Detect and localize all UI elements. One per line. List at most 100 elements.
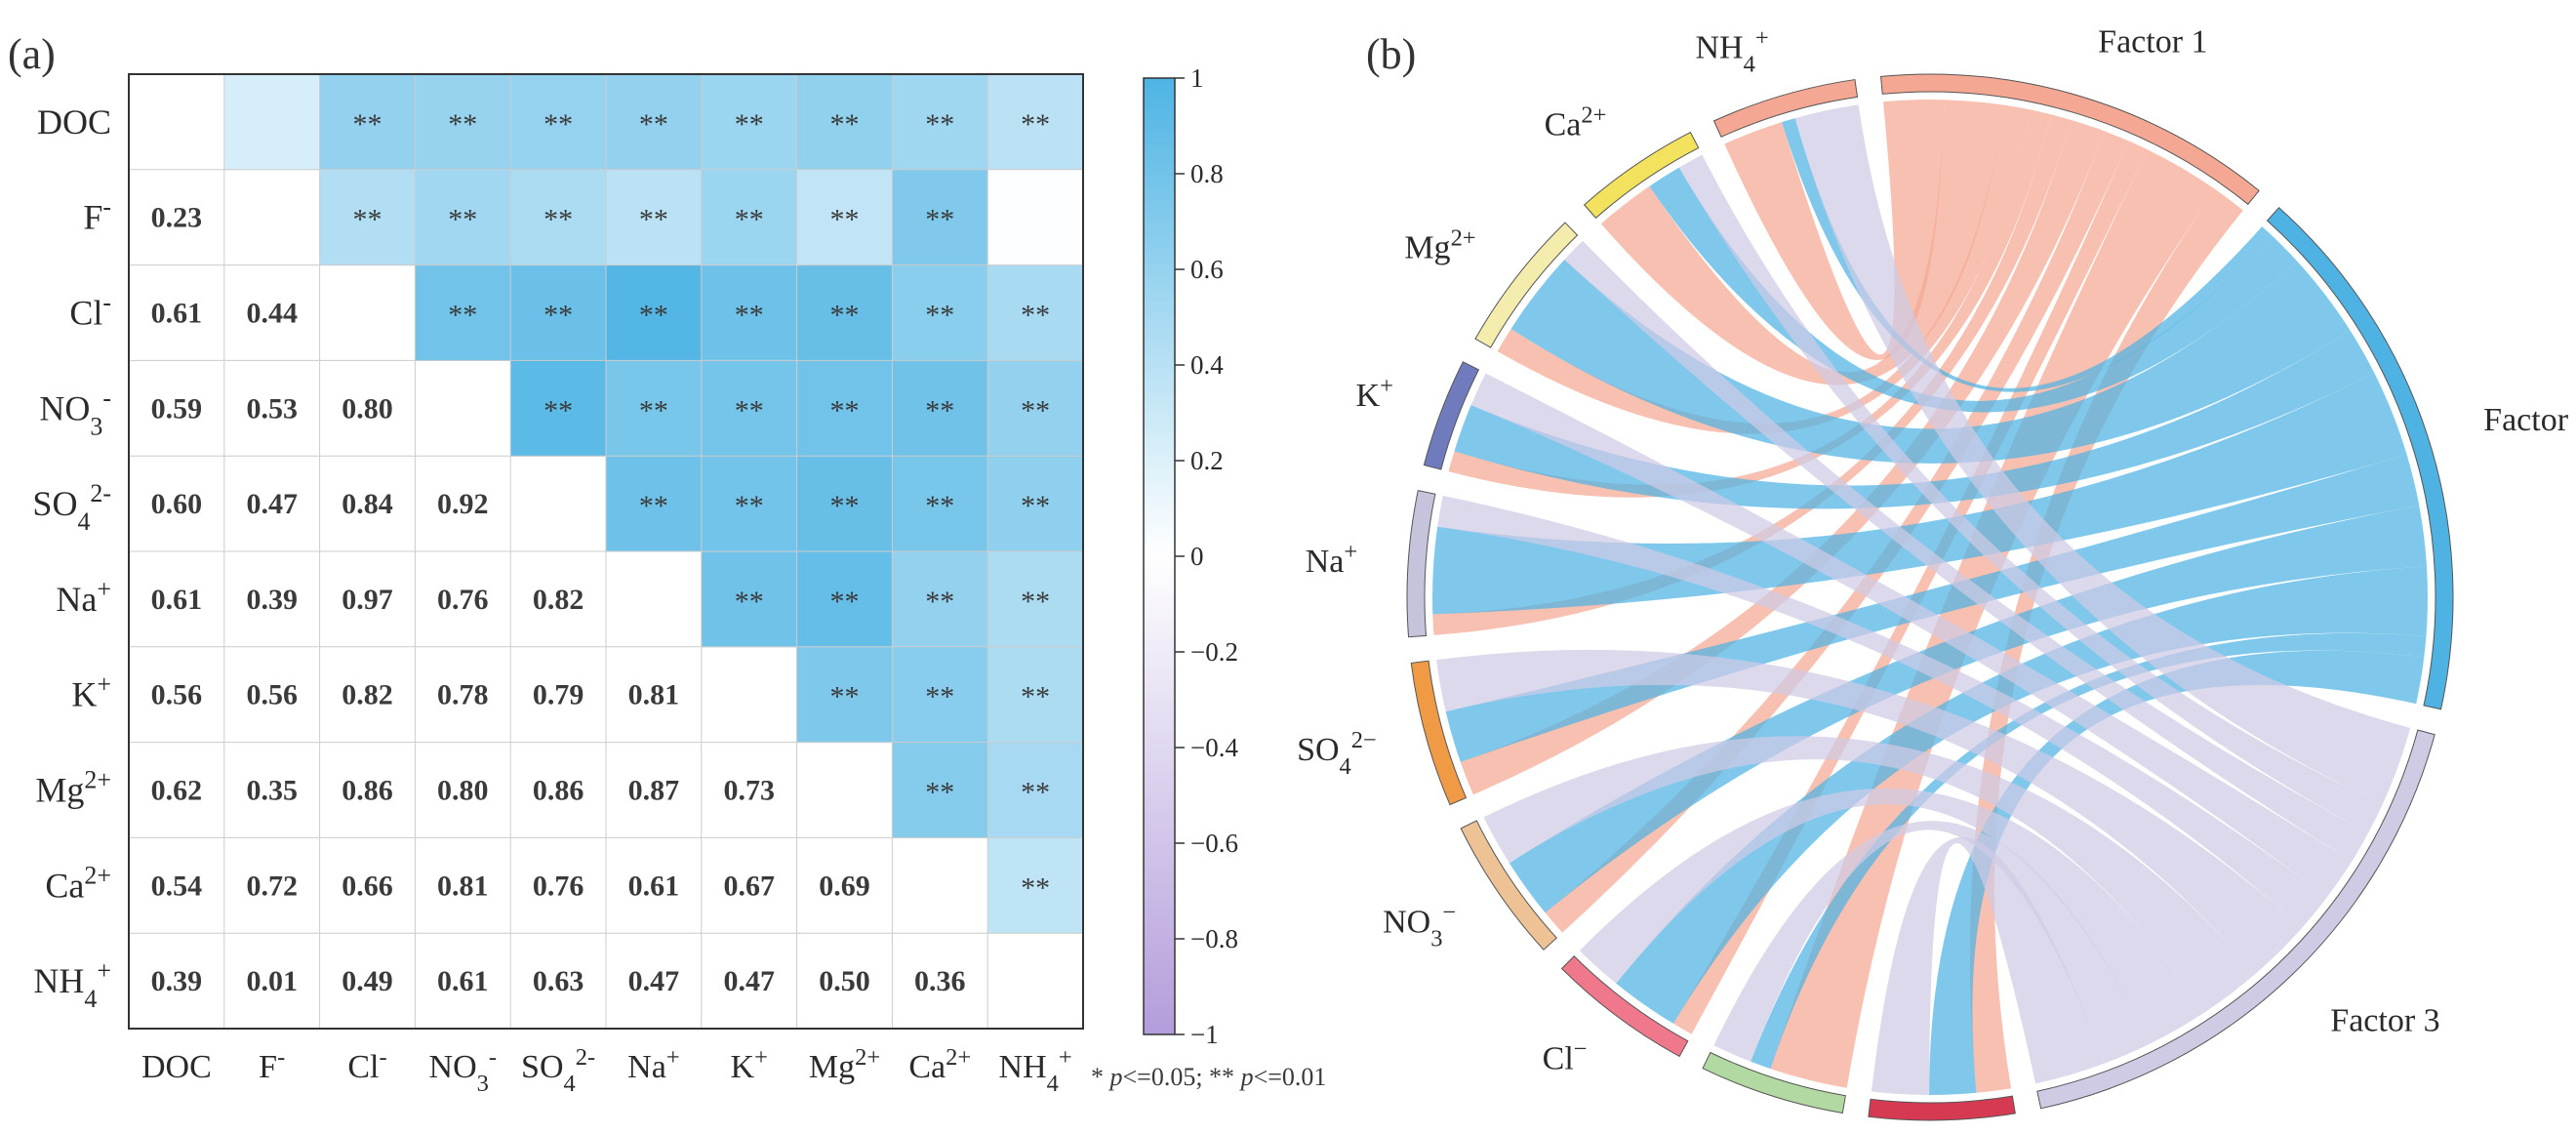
heatmap-cell	[701, 456, 798, 552]
heatmap-cell	[701, 360, 798, 457]
significance-mark: **	[735, 586, 764, 618]
heatmap-cell	[606, 360, 703, 457]
heatmap-cell	[796, 551, 893, 648]
heatmap-cell	[510, 360, 607, 457]
panel-b-label: (b)	[1366, 30, 1416, 78]
correlation-value: 0.53	[246, 392, 298, 425]
correlation-value: 0.47	[246, 488, 298, 520]
significance-mark: **	[543, 394, 573, 426]
heatmap-cell	[892, 169, 988, 266]
correlation-value: 0.47	[723, 965, 775, 997]
correlation-value: 0.49	[342, 965, 393, 997]
significance-mark: **	[543, 204, 573, 236]
correlation-value: 0.59	[151, 392, 203, 425]
heatmap-cell	[606, 456, 703, 552]
chord-ribbon	[1600, 100, 2005, 385]
colorbar-tick-label: 0.2	[1190, 446, 1224, 475]
chord-node-arc	[1868, 1095, 2016, 1121]
chord-factor-label: Factor 3	[2330, 1002, 2439, 1038]
row-label: K+	[71, 669, 111, 714]
colorbar: 1 0.8 0.6 0.4 0.2 0 −0.2 −0.4 −0.6 −0.8 −1	[1143, 63, 1238, 1049]
correlation-value: 0.66	[342, 870, 393, 902]
chord-node-arc	[1583, 131, 1700, 220]
correlation-value: 0.54	[151, 870, 203, 902]
chord-node-arc	[1880, 73, 2260, 206]
chord-node-arc	[1423, 361, 1480, 470]
correlation-value: 0.39	[246, 584, 298, 616]
heatmap-cell	[892, 646, 988, 744]
significance-mark: **	[448, 300, 477, 332]
chord-ribbon	[1929, 650, 2425, 1095]
significance-mark: **	[735, 394, 764, 426]
heatmap-cell	[987, 551, 1084, 648]
colorbar-tick-label: −0.2	[1190, 637, 1238, 667]
heatmap-cell	[223, 74, 321, 171]
significance-mark: **	[830, 586, 860, 618]
row-label: Na+	[56, 574, 111, 619]
significance-mark: **	[925, 490, 954, 522]
significance-mark: **	[830, 204, 860, 236]
heatmap-cell	[892, 551, 988, 648]
chord-node-label: Na+	[1306, 538, 1357, 580]
chord-node-arc	[1702, 1051, 1846, 1114]
significance-mark: **	[925, 108, 954, 141]
column-label: NO3-	[429, 1044, 498, 1097]
chord-node-arc	[1460, 820, 1557, 951]
correlation-value: 0.80	[437, 775, 489, 807]
chord-ribbon	[1579, 788, 2204, 1044]
chord-node-label: NH4+	[1695, 24, 1768, 77]
correlation-value: 0.63	[533, 965, 584, 997]
heatmap-cell	[510, 264, 607, 361]
correlation-value: 0.86	[342, 775, 393, 807]
correlation-value: 0.82	[342, 679, 393, 711]
significance-mark: **	[735, 204, 764, 236]
chord-node-label: F−	[1724, 1122, 1756, 1134]
chord-ribbon	[1432, 373, 2407, 615]
significance-mark: **	[1021, 490, 1050, 522]
heatmap-cell	[796, 646, 893, 744]
significance-mark: **	[735, 108, 764, 141]
significance-mark: **	[925, 777, 954, 809]
colorbar-tick-label: 0.4	[1190, 350, 1224, 380]
column-label: NH4+	[999, 1044, 1072, 1097]
correlation-value: 0.47	[628, 965, 680, 997]
significance-mark: **	[639, 394, 668, 426]
chord-node-arc	[1560, 955, 1689, 1058]
chord-ribbon	[1616, 566, 2429, 1024]
heatmap-frame	[128, 73, 1084, 1030]
correlation-value: 0.36	[914, 965, 966, 997]
correlation-value: 0.50	[819, 965, 870, 997]
heatmap-cell	[987, 837, 1084, 934]
correlation-heatmap: ** ** ** ** ** ** ** ** ** ** ** ** ** ** ** ** ** ** ** **…	[32, 73, 1084, 1097]
column-label: SO42-	[521, 1044, 595, 1097]
heatmap-cell	[987, 74, 1084, 171]
significance-star-text: *	[1091, 1063, 1110, 1091]
heatmap-cell	[606, 74, 703, 171]
significance-mark: **	[1021, 871, 1050, 904]
chord-ribbon	[1436, 649, 2303, 974]
correlation-value: 0.61	[151, 584, 203, 616]
heatmap-cell	[892, 456, 988, 552]
correlation-value: 0.61	[437, 965, 489, 997]
significance-mark: **	[925, 300, 954, 332]
heatmap-cell	[987, 742, 1084, 838]
chord-ribbon	[1470, 373, 2353, 898]
correlation-value: 0.86	[533, 775, 584, 807]
heatmap-cell	[701, 264, 798, 361]
significance-p2: p	[1239, 1063, 1254, 1091]
chord-node-label: Ca2+	[1545, 101, 1607, 143]
heatmap-cell	[987, 169, 1084, 266]
correlation-value: 0.72	[246, 870, 298, 902]
chord-ribbon	[1724, 100, 1945, 360]
correlation-value: 0.23	[151, 202, 203, 234]
significance-mark: **	[925, 204, 954, 236]
chord-ribbon	[1564, 240, 2369, 862]
heatmap-cell	[987, 264, 1084, 361]
row-label: DOC	[37, 102, 111, 142]
correlation-value: 0.39	[151, 965, 203, 997]
significance-mark: **	[830, 490, 860, 522]
significance-mark: **	[830, 394, 860, 426]
heatmap-cell	[701, 74, 798, 171]
correlation-value: 0.92	[437, 488, 489, 520]
